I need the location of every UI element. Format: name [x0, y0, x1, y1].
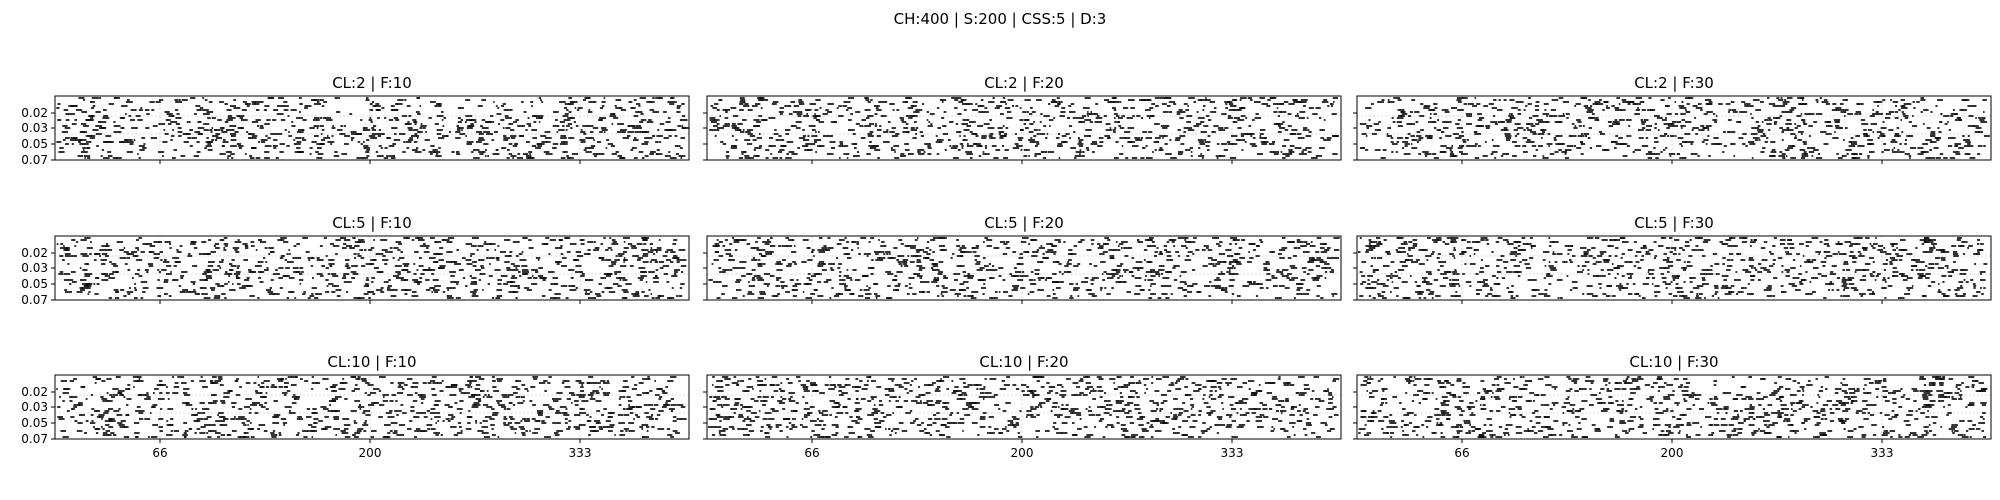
panel-4: CL:5 | F:10 0.020.03 0.05 0.07: [21, 214, 690, 307]
panel-6: CL:5 | F:30: [1353, 214, 1992, 304]
y-tick-label: 0.02: [21, 246, 48, 260]
spike-marks: [56, 237, 687, 299]
y-tick-label: 0.07: [21, 293, 48, 307]
figure-title: CH:400 | S:200 | CSS:5 | D:3: [894, 10, 1107, 28]
panel-title: CL:5 | F:30: [1634, 214, 1714, 232]
panel-title: CL:5 | F:10: [332, 214, 412, 232]
panel-1: CL:2 | F:10 0.020.03 0.05 0.07: [21, 74, 690, 167]
spike-marks: [708, 237, 1340, 299]
spike-marks: [709, 97, 1339, 159]
y-tick-label: 0.02: [21, 106, 48, 120]
spike-marks: [1359, 97, 1990, 159]
panel-3: CL:2 | F:30: [1353, 74, 1992, 164]
spike-marks: [56, 97, 689, 159]
panel-frame: [706, 235, 1342, 301]
panel-2: CL:2 | F:20: [703, 74, 1342, 164]
y-tick-label: 0.03: [21, 121, 48, 135]
panel-title: CL:2 | F:10: [332, 74, 412, 92]
panel-title: CL:2 | F:30: [1634, 74, 1714, 92]
y-tick-label: 0.03: [21, 261, 48, 275]
y-tick-label: 0.05: [21, 277, 48, 291]
y-tick-label: 0.07: [21, 153, 48, 167]
panel-title: CL:2 | F:20: [984, 74, 1064, 92]
panel-title: CL:5 | F:20: [984, 214, 1064, 232]
panel-5: CL:5 | F:20: [703, 214, 1342, 304]
y-tick-label: 0.05: [21, 137, 48, 151]
spike-marks: [1358, 237, 1988, 299]
